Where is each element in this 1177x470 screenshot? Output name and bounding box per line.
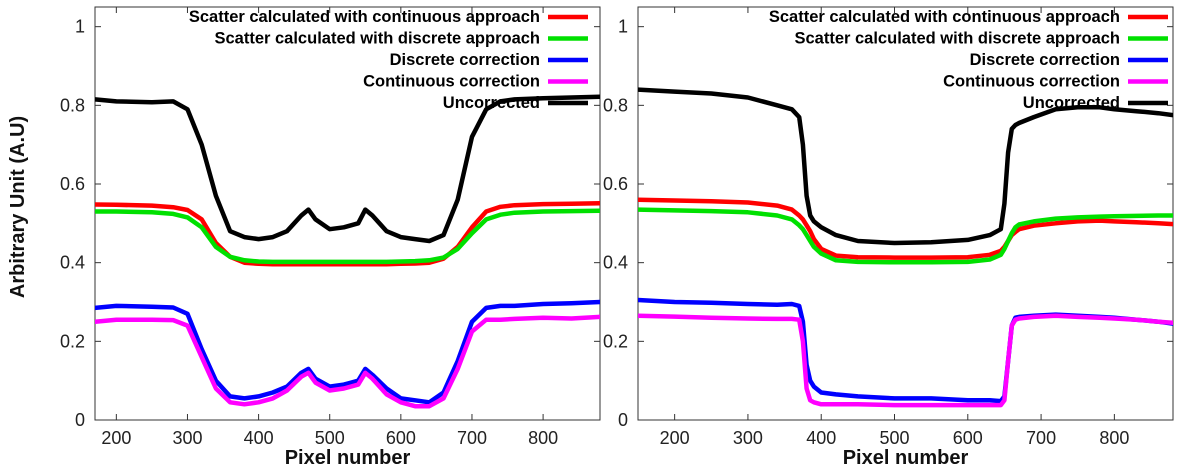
left-x-axis-title: Pixel number — [285, 447, 411, 469]
left-series-line-3 — [95, 299, 600, 405]
right-xtick-label: 600 — [953, 428, 983, 448]
right-series-line-4 — [638, 313, 1173, 408]
left-series-line-2 — [95, 208, 600, 265]
left-legend-label-5: Uncorrected — [443, 94, 540, 112]
left-ytick-label: 0.4 — [60, 253, 85, 273]
left-xtick-label: 500 — [315, 428, 345, 448]
right-ytick-label: 0.2 — [603, 331, 628, 351]
right-ytick-label: 0.8 — [603, 95, 628, 115]
right-x-axis-title: Pixel number — [843, 447, 969, 469]
left-legend-label-2: Scatter calculated with discrete approac… — [214, 30, 540, 48]
right-xtick-label: 400 — [806, 428, 836, 448]
right-legend-label-3: Discrete correction — [970, 51, 1120, 69]
left-ytick-label: 1 — [75, 17, 85, 37]
chart-right: 0 0.2 0.4 0.6 0.8 1 200 300 400 500 600 700 800 Pixel… — [603, 6, 1174, 469]
right-xtick-label: 300 — [733, 428, 763, 448]
left-legend-label-4: Continuous correction — [363, 73, 540, 91]
left-xtick-label: 200 — [101, 428, 131, 448]
chart-left: 0 0.2 0.4 0.6 0.8 1 200 300 400 500 600 700 800 Pixel… — [60, 6, 601, 469]
right-ytick-label: 0.6 — [603, 174, 628, 194]
left-xtick-label: 700 — [457, 428, 487, 448]
right-series-line-5 — [638, 87, 1173, 246]
right-legend-label-4: Continuous correction — [943, 73, 1120, 91]
right-legend-label-1: Scatter calculated with continuous appro… — [769, 8, 1120, 26]
left-legend-label-1: Scatter calculated with continuous appro… — [189, 8, 540, 26]
left-xtick-label: 300 — [172, 428, 202, 448]
left-ytick-label: 0.8 — [60, 95, 85, 115]
right-legend-label-5: Uncorrected — [1023, 94, 1120, 112]
right-ytick-label: 1 — [618, 17, 628, 37]
left-series-line-5 — [95, 94, 600, 244]
left-xtick-label: 400 — [244, 428, 274, 448]
left-ytick-label: 0.2 — [60, 331, 85, 351]
right-xtick-label: 800 — [1099, 428, 1129, 448]
right-xtick-label: 700 — [1026, 428, 1056, 448]
left-ytick-label: 0 — [75, 410, 85, 430]
right-series-line-1 — [638, 197, 1173, 260]
right-legend-label-2: Scatter calculated with discrete approac… — [794, 30, 1120, 48]
right-ytick-label: 0.4 — [603, 253, 628, 273]
left-series-line-4 — [95, 314, 600, 409]
right-ytick-label: 0 — [618, 410, 628, 430]
left-xtick-label: 600 — [386, 428, 416, 448]
left-legend-label-3: Discrete correction — [390, 51, 540, 69]
left-ytick-label: 0.6 — [60, 174, 85, 194]
right-series-line-2 — [638, 207, 1173, 265]
y-axis-title: Arbitrary Unit (A.U) — [7, 116, 29, 298]
left-xtick-label: 800 — [528, 428, 558, 448]
right-xtick-label: 200 — [660, 428, 690, 448]
left-series-line-1 — [95, 201, 600, 267]
right-xtick-label: 500 — [879, 428, 909, 448]
